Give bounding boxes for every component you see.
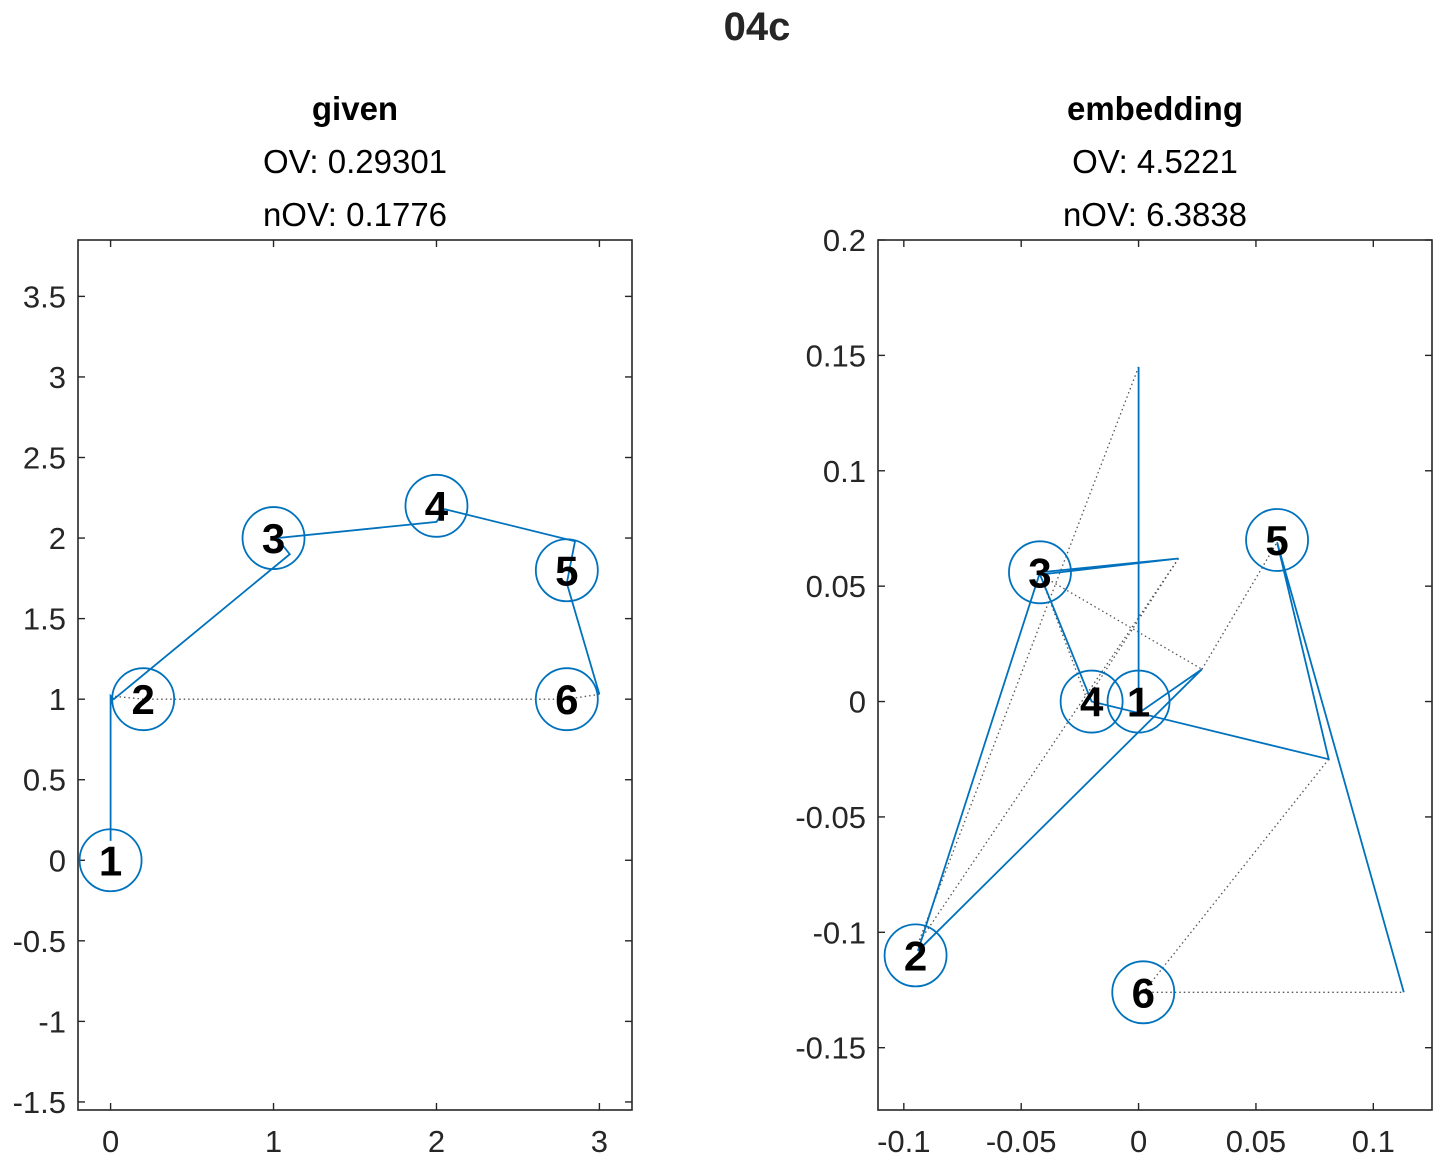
- given-y-tick-label: 1: [49, 682, 66, 717]
- embedding-node-4-label: 4: [1080, 679, 1104, 726]
- figure-title: 04c: [724, 5, 791, 49]
- given-node-1-label: 1: [99, 837, 122, 884]
- embedding-dotted-segment: [917, 366, 1140, 945]
- given-y-tick-label: 2.5: [23, 441, 66, 476]
- given-y-tick-label: 0.5: [23, 763, 66, 798]
- embedding-x-tick-label: -0.05: [986, 1124, 1057, 1159]
- embedding-dotted-segment: [1201, 541, 1278, 670]
- embedding-node-5-marker: [1245, 508, 1309, 572]
- embedding-y-tick-label: 0: [849, 685, 866, 720]
- given-node-3-label: 3: [262, 515, 285, 562]
- panel-given: given OV: 0.29301 nOV: 0.1776 0 1 2 3-1.5-1…: [13, 90, 633, 1159]
- embedding-y-tick-label: -0.1: [813, 915, 866, 950]
- given-x-tick-label: 2: [428, 1124, 445, 1159]
- given-y-tick-label: 1.5: [23, 602, 66, 637]
- embedding-y-tick-label: -0.05: [795, 800, 866, 835]
- embedding-node-1-label: 1: [1127, 679, 1150, 726]
- given-x-tick-label: 0: [102, 1124, 119, 1159]
- given-node-1-marker: [78, 828, 143, 893]
- embedding-x-tick-label: 0.05: [1226, 1124, 1286, 1159]
- given-y-tick-label: -0.5: [13, 924, 66, 959]
- embedding-node-4-marker: [1059, 669, 1124, 734]
- panel-title-given: given: [312, 90, 398, 127]
- embedding-dotted-segment: [1086, 558, 1180, 700]
- embedding-node-2-label: 2: [904, 932, 927, 979]
- embedding-axes-box: [877, 239, 1433, 1111]
- embedding-node-3-label: 3: [1028, 549, 1051, 596]
- given-node-4-label: 4: [425, 483, 449, 530]
- panel-subtitle-nov-given: nOV: 0.1776: [263, 196, 447, 233]
- given-y-tick-label: 3.5: [23, 279, 66, 314]
- given-node-4-marker: [404, 473, 469, 538]
- panel-subtitle-ov-embedding: OV: 4.5221: [1072, 143, 1238, 180]
- given-y-tick-label: 2: [49, 521, 66, 556]
- given-y-tick-label: 3: [49, 360, 66, 395]
- embedding-node-6-label: 6: [1132, 969, 1155, 1016]
- panel-embedding: embedding OV: 4.5221 nOV: 6.3838 -0.1 -0.…: [795, 90, 1433, 1159]
- given-x-tick-label: 3: [591, 1124, 608, 1159]
- embedding-x-tick-label: 0: [1130, 1124, 1147, 1159]
- panel-subtitle-nov-embedding: nOV: 6.3838: [1063, 196, 1247, 233]
- given-node-5-label: 5: [555, 547, 578, 594]
- embedding-dotted-segment: [917, 558, 1180, 945]
- given-node-6-label: 6: [555, 676, 578, 723]
- embedding-y-tick-label: 0.05: [806, 569, 866, 604]
- embedding-y-tick-label: 0.1: [823, 454, 866, 489]
- embedding-y-tick-label: 0.15: [806, 338, 866, 373]
- embedding-y-tick-label: -0.15: [795, 1031, 866, 1066]
- given-edge-path: [109, 508, 601, 841]
- given-dotted-segment: [566, 693, 600, 700]
- embedding-node-6-marker: [1111, 960, 1176, 1025]
- given-node-6-marker: [534, 667, 599, 732]
- embedding-node-2-marker: [883, 923, 948, 988]
- embedding-edge-path: [917, 366, 1405, 993]
- given-axes-box: [77, 239, 633, 1111]
- panel-subtitle-ov-given: OV: 0.29301: [263, 143, 447, 180]
- given-y-tick-label: -1: [38, 1004, 66, 1039]
- given-y-tick-label: -1.5: [13, 1085, 66, 1120]
- embedding-node-5-label: 5: [1265, 517, 1288, 564]
- panel-title-embedding: embedding: [1067, 90, 1243, 127]
- given-x-tick-label: 1: [265, 1124, 282, 1159]
- embedding-x-tick-label: 0.1: [1352, 1124, 1395, 1159]
- embedding-node-3-marker: [1008, 540, 1072, 605]
- given-node-5-marker: [534, 538, 599, 603]
- given-node-2-marker: [111, 667, 176, 732]
- embedding-y-tick-label: 0.2: [823, 223, 866, 258]
- given-y-tick-label: 0: [49, 843, 66, 878]
- embedding-node-1-marker: [1106, 669, 1171, 734]
- embedding-dotted-segment: [1039, 574, 1203, 670]
- embedding-dotted-segment: [1142, 758, 1330, 993]
- embedding-x-tick-label: -0.1: [877, 1124, 930, 1159]
- given-node-2-label: 2: [131, 676, 154, 723]
- given-node-3-marker: [241, 506, 306, 570]
